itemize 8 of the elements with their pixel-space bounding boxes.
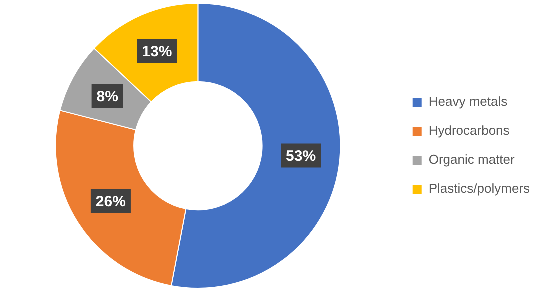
legend-label: Hydrocarbons [428,123,510,138]
data-label: 26% [96,194,126,210]
legend-label: Organic matter [428,152,516,168]
data-label: 8% [96,88,118,106]
data-label: 13% [142,43,172,60]
legend-label: Heavy metals [428,94,508,110]
legend-label: Plastics/polymers [428,181,530,196]
data-label: 53% [286,148,316,165]
